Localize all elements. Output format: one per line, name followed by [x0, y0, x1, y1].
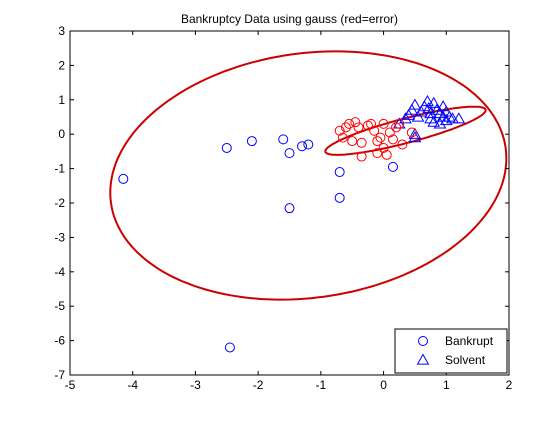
error-point: [406, 127, 417, 138]
y-tick-label: -2: [54, 196, 65, 210]
bankrupt-point: [118, 173, 129, 184]
solvent-point: [439, 105, 453, 117]
y-tick-label: 2: [58, 58, 65, 72]
error-point: [356, 151, 367, 162]
y-tick-label: -6: [54, 334, 65, 348]
x-tick-label: 0: [380, 378, 387, 392]
y-tick-label: -3: [54, 230, 65, 244]
bankrupt-point: [221, 142, 232, 153]
plot-area: [69, 30, 510, 376]
error-point: [378, 118, 389, 129]
ellipse-1: [109, 50, 508, 301]
error-point: [362, 120, 373, 131]
error-point: [397, 139, 408, 150]
bankrupt-point: [387, 161, 398, 172]
chart-title: Bankruptcy Data using gauss (red=error): [181, 12, 398, 26]
y-axis: 3 2 1 0 -1 -2 -3 -4 -5 -6 -7: [54, 24, 509, 382]
error-point: [384, 127, 395, 138]
legend: Bankrupt Solvent: [394, 328, 508, 374]
solvent-point: [433, 117, 447, 129]
points-layer: [118, 95, 466, 353]
error-point: [356, 137, 367, 148]
error-point: [372, 136, 383, 147]
error-point: [353, 122, 364, 133]
error-point: [344, 118, 355, 129]
error-point: [372, 148, 383, 159]
bankrupt-point: [284, 203, 295, 214]
solvent-point: [408, 127, 422, 139]
x-tick-label: -4: [127, 378, 138, 392]
solvent-point: [408, 98, 422, 110]
bankrupt-point: [246, 136, 257, 147]
bankrupt-point: [278, 134, 289, 145]
solvent-point: [424, 107, 437, 119]
legend-marker-bankrupt: [418, 336, 428, 346]
y-tick-label: -7: [54, 368, 65, 382]
bankrupt-point: [334, 192, 345, 203]
x-tick-label: 2: [506, 378, 513, 392]
x-tick-label: -3: [190, 378, 201, 392]
y-tick-label: -1: [54, 162, 65, 176]
x-tick-label: -1: [316, 378, 327, 392]
x-tick-label: 1: [443, 378, 450, 392]
error-point: [391, 122, 402, 133]
legend-marker-solvent: [416, 353, 430, 365]
error-point: [340, 122, 351, 133]
y-tick-label: -4: [54, 265, 65, 279]
error-point: [350, 117, 361, 128]
legend-label-bankrupt: Bankrupt: [445, 334, 494, 348]
x-tick-label: -2: [253, 378, 264, 392]
solvent-point: [399, 112, 412, 124]
bankrupt-point: [334, 167, 345, 178]
solvent-point: [443, 110, 456, 122]
solvent-point: [452, 112, 466, 124]
y-tick-label: 3: [58, 24, 65, 38]
error-point: [375, 132, 386, 143]
solvent-point: [427, 96, 441, 108]
y-tick-label: -5: [54, 299, 65, 313]
error-point: [347, 136, 358, 147]
error-point: [394, 118, 405, 129]
error-point: [378, 142, 389, 153]
bankrupt-point: [297, 141, 308, 152]
error-point: [366, 118, 377, 129]
error-point: [369, 125, 380, 136]
y-tick-label: 1: [58, 93, 65, 107]
bankrupt-point: [284, 148, 295, 159]
x-tick-label: -5: [65, 378, 76, 392]
bankrupt-point: [224, 342, 235, 353]
bankrupt-point: [303, 139, 314, 150]
legend-label-solvent: Solvent: [445, 353, 486, 367]
error-point: [334, 125, 345, 136]
solvent-point: [446, 112, 459, 124]
solvent-point: [427, 115, 441, 127]
error-point: [337, 132, 348, 143]
error-point: [387, 134, 398, 145]
error-point: [381, 149, 392, 160]
x-axis: -5 -4 -3 -2 -1 0 1 2: [65, 31, 513, 392]
y-tick-label: 0: [58, 127, 65, 141]
legend-box: [394, 328, 508, 374]
